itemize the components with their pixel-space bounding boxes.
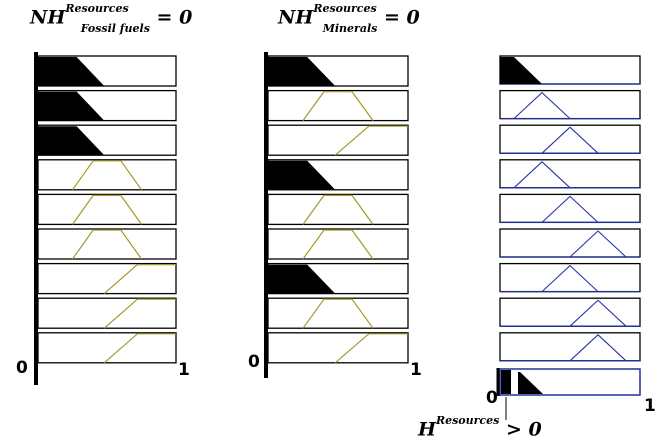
middle-box-5 bbox=[267, 193, 409, 226]
middle-membership-9 bbox=[334, 333, 408, 364]
left-membership-9 bbox=[103, 333, 176, 364]
output-membership bbox=[496, 368, 641, 420]
title-minerals-sub: Minerals bbox=[322, 22, 378, 36]
right-box-9 bbox=[499, 332, 641, 362]
right-box-5 bbox=[499, 193, 641, 224]
left-membership-3 bbox=[38, 126, 105, 156]
middle-membership-1 bbox=[268, 57, 336, 86]
left-membership-5 bbox=[72, 194, 142, 225]
middle-box-9 bbox=[267, 332, 409, 364]
middle-membership-8 bbox=[302, 298, 374, 329]
title-fossil-sup: Resources bbox=[65, 2, 129, 15]
right-axis-one: 1 bbox=[644, 396, 656, 416]
right-box-2 bbox=[499, 89, 641, 120]
title-minerals: NHResources Minerals = 0 bbox=[278, 2, 420, 35]
left-box-7 bbox=[37, 262, 177, 295]
column-middle bbox=[264, 52, 409, 378]
middle-membership-2 bbox=[302, 90, 374, 121]
left-box-6 bbox=[37, 228, 177, 260]
right-box-6 bbox=[499, 228, 641, 258]
column-left bbox=[34, 52, 177, 385]
left-axis-one: 1 bbox=[178, 360, 190, 380]
title-resources-output: HResources > 0 bbox=[418, 414, 542, 441]
middle-box-8 bbox=[267, 297, 409, 329]
output-fill bbox=[518, 372, 543, 394]
right-membership-3 bbox=[541, 126, 599, 154]
left-box-4 bbox=[37, 159, 177, 191]
left-membership-2 bbox=[38, 91, 105, 121]
right-membership-8 bbox=[569, 299, 627, 327]
middle-membership-6 bbox=[302, 229, 374, 260]
left-membership-1 bbox=[38, 57, 105, 86]
right-box-4 bbox=[499, 159, 641, 189]
right-box-7 bbox=[499, 262, 641, 293]
middle-box-2 bbox=[267, 89, 409, 122]
title-minerals-sup: Resources bbox=[313, 2, 377, 15]
title-fossil-sub: Fossil fuels bbox=[80, 22, 150, 36]
right-membership-2 bbox=[513, 91, 571, 120]
title-minerals-base: NH bbox=[278, 6, 314, 29]
middle-membership-3 bbox=[334, 125, 408, 156]
right-membership-7 bbox=[541, 264, 599, 293]
left-membership-8 bbox=[103, 298, 176, 329]
middle-box-6 bbox=[267, 228, 409, 260]
right-membership-1 bbox=[500, 57, 542, 84]
title-minerals-rel: = 0 bbox=[383, 6, 420, 29]
right-membership-6 bbox=[569, 230, 627, 258]
right-membership-9 bbox=[569, 334, 627, 362]
left-box-5 bbox=[37, 193, 177, 226]
title-output-rel: > 0 bbox=[505, 418, 542, 441]
title-fossil-rel: = 0 bbox=[156, 6, 193, 29]
right-membership-5 bbox=[541, 195, 599, 223]
right-membership-4 bbox=[513, 161, 571, 189]
title-output-sup: Resources bbox=[435, 414, 500, 427]
right-box-3 bbox=[499, 124, 641, 154]
right-axis-zero: 0 bbox=[486, 388, 498, 408]
middle-axis-zero: 0 bbox=[248, 352, 260, 372]
middle-membership-5 bbox=[302, 194, 374, 225]
left-membership-7 bbox=[103, 264, 176, 295]
column-right bbox=[499, 55, 641, 362]
title-fossil-fuels: NHResources Fossil fuels = 0 bbox=[30, 2, 193, 35]
left-box-9 bbox=[37, 332, 177, 364]
left-membership-6 bbox=[72, 229, 142, 260]
right-box-8 bbox=[499, 297, 641, 327]
left-axis-zero: 0 bbox=[16, 358, 28, 378]
title-fossil-base: NH bbox=[30, 6, 66, 29]
title-output-base: H bbox=[418, 418, 436, 441]
middle-axis-one: 1 bbox=[410, 360, 422, 380]
output-bar bbox=[501, 370, 511, 394]
left-membership-4 bbox=[72, 160, 142, 191]
middle-membership-7 bbox=[268, 264, 336, 294]
middle-membership-4 bbox=[268, 160, 336, 190]
left-box-8 bbox=[37, 297, 177, 329]
middle-box-3 bbox=[267, 124, 409, 156]
